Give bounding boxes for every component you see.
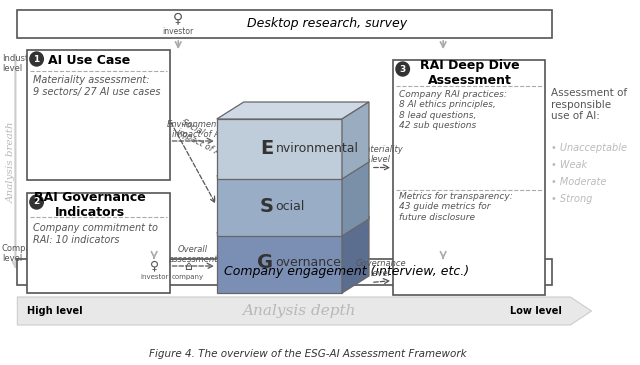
- Polygon shape: [17, 297, 591, 325]
- Text: • Moderate: • Moderate: [551, 177, 607, 187]
- Text: Overall
assessment: Overall assessment: [168, 245, 218, 264]
- Text: ⌂: ⌂: [184, 260, 192, 273]
- Text: ♀: ♀: [150, 260, 159, 273]
- Text: Analysis depth: Analysis depth: [242, 304, 355, 318]
- Text: • Weak: • Weak: [551, 160, 587, 170]
- Text: • Unacceptable: • Unacceptable: [551, 143, 627, 153]
- Text: ♀: ♀: [173, 11, 183, 25]
- Text: RAI Governance
Indicators: RAI Governance Indicators: [34, 191, 145, 219]
- Text: RAI Deep Dive
Assessment: RAI Deep Dive Assessment: [420, 59, 520, 87]
- Circle shape: [396, 62, 410, 76]
- Text: Environmental
impact of AI: Environmental impact of AI: [166, 120, 227, 139]
- Polygon shape: [217, 119, 342, 179]
- Text: investor: investor: [140, 274, 168, 280]
- Text: Company commitment to
RAI: 10 indicators: Company commitment to RAI: 10 indicators: [33, 223, 157, 245]
- Bar: [17, 10, 552, 38]
- Text: overnance: overnance: [276, 257, 341, 269]
- Polygon shape: [342, 159, 369, 236]
- Text: company: company: [172, 274, 204, 280]
- Text: ocial: ocial: [276, 200, 305, 212]
- Circle shape: [30, 195, 44, 209]
- Polygon shape: [217, 159, 369, 176]
- Polygon shape: [342, 102, 369, 179]
- Text: Company
level: Company level: [2, 244, 42, 264]
- Bar: [393, 60, 545, 295]
- Bar: [27, 193, 170, 293]
- Text: Figure 4. The overview of the ESG-AI Assessment Framework: Figure 4. The overview of the ESG-AI Ass…: [150, 349, 467, 359]
- Text: 3: 3: [399, 65, 406, 73]
- Text: Company engagement (interview, etc.): Company engagement (interview, etc.): [224, 265, 469, 278]
- Text: • Strong: • Strong: [551, 194, 593, 204]
- Circle shape: [30, 52, 44, 66]
- Bar: [27, 50, 170, 180]
- Text: S: S: [260, 196, 274, 215]
- Text: Governance
level: Governance level: [356, 259, 406, 278]
- Text: Desktop research, survey: Desktop research, survey: [248, 18, 408, 31]
- Polygon shape: [342, 216, 369, 293]
- Polygon shape: [217, 216, 369, 233]
- Text: Analysis breath: Analysis breath: [7, 121, 16, 203]
- Polygon shape: [217, 102, 369, 119]
- Text: High level: High level: [27, 306, 83, 316]
- Text: Company RAI practices:
8 AI ethics principles,
8 lead questions,
42 sub question: Company RAI practices: 8 AI ethics princ…: [399, 90, 507, 130]
- Text: 2: 2: [33, 197, 40, 207]
- Text: Assessment of
responsible
use of AI:: Assessment of responsible use of AI:: [551, 88, 627, 121]
- Text: Industry
level: Industry level: [2, 54, 36, 73]
- Text: AI Use Case: AI Use Case: [49, 54, 131, 66]
- Text: nvironmental: nvironmental: [276, 142, 358, 155]
- Text: 1: 1: [33, 54, 40, 64]
- Text: G: G: [257, 254, 274, 273]
- Text: Social
impact of AI: Social impact of AI: [175, 118, 229, 159]
- Text: Metrics for transparency:
43 guide metrics for
future disclosure: Metrics for transparency: 43 guide metri…: [399, 192, 513, 222]
- Bar: [17, 259, 552, 285]
- Polygon shape: [217, 233, 342, 293]
- Text: Materiality assessment:
9 sectors/ 27 AI use cases: Materiality assessment: 9 sectors/ 27 AI…: [33, 75, 160, 97]
- Text: investor: investor: [163, 27, 194, 35]
- Text: Low level: Low level: [510, 306, 562, 316]
- Text: Materiality
level: Materiality level: [358, 145, 403, 165]
- Polygon shape: [217, 176, 342, 236]
- Text: E: E: [260, 139, 274, 158]
